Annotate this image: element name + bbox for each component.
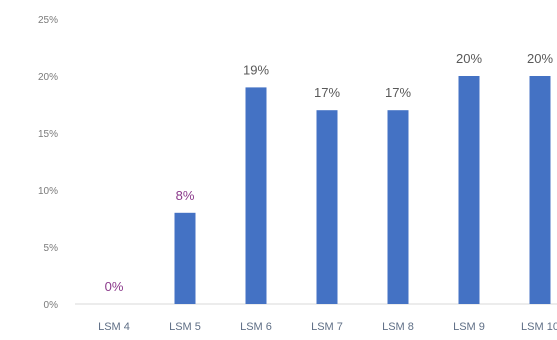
bar — [316, 110, 338, 304]
x-tick-label: LSM 8 — [382, 321, 414, 333]
bar — [245, 87, 267, 305]
bars — [174, 76, 551, 305]
y-tick-label: 25% — [38, 15, 58, 26]
y-tick-label: 15% — [38, 129, 58, 140]
data-label: 20% — [527, 51, 553, 66]
x-tick-label: LSM 5 — [169, 321, 201, 333]
bar — [387, 110, 409, 304]
y-tick-label: 5% — [44, 243, 59, 254]
data-label: 19% — [243, 62, 269, 77]
data-label: 20% — [456, 51, 482, 66]
bar — [529, 76, 551, 304]
data-label: 17% — [385, 85, 411, 100]
data-label: 17% — [314, 85, 340, 100]
x-tick-label: LSM 7 — [311, 321, 343, 333]
x-tick-label: LSM 9 — [453, 321, 485, 333]
bar — [458, 76, 480, 304]
y-axis: 0% 5% 10% 15% 20% 25% — [38, 15, 58, 311]
x-tick-label: LSM 10 — [521, 321, 557, 333]
x-tick-label: LSM 6 — [240, 321, 272, 333]
data-labels: 0% 8% 19% 17% 17% 20% 20% — [105, 51, 554, 294]
data-label: 0% — [105, 279, 124, 294]
data-label: 8% — [176, 188, 195, 203]
x-tick-label: LSM 4 — [98, 321, 130, 333]
x-axis: LSM 4 LSM 5 LSM 6 LSM 7 LSM 8 LSM 9 LSM 10 — [98, 321, 557, 333]
bar — [174, 212, 196, 304]
y-tick-label: 10% — [38, 186, 58, 197]
y-tick-label: 0% — [44, 300, 59, 311]
y-tick-label: 20% — [38, 72, 58, 83]
